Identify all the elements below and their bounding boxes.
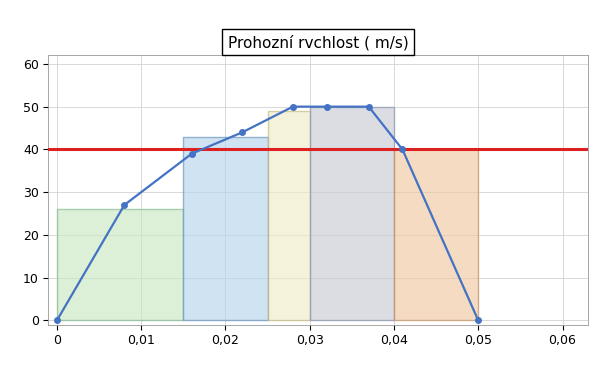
Bar bbox=[57, 209, 183, 320]
Bar bbox=[268, 111, 310, 320]
Bar bbox=[183, 137, 268, 320]
Title: Prohozní rvchlost ( m/s): Prohozní rvchlost ( m/s) bbox=[228, 35, 408, 50]
Bar bbox=[394, 149, 478, 320]
Bar bbox=[310, 107, 394, 320]
